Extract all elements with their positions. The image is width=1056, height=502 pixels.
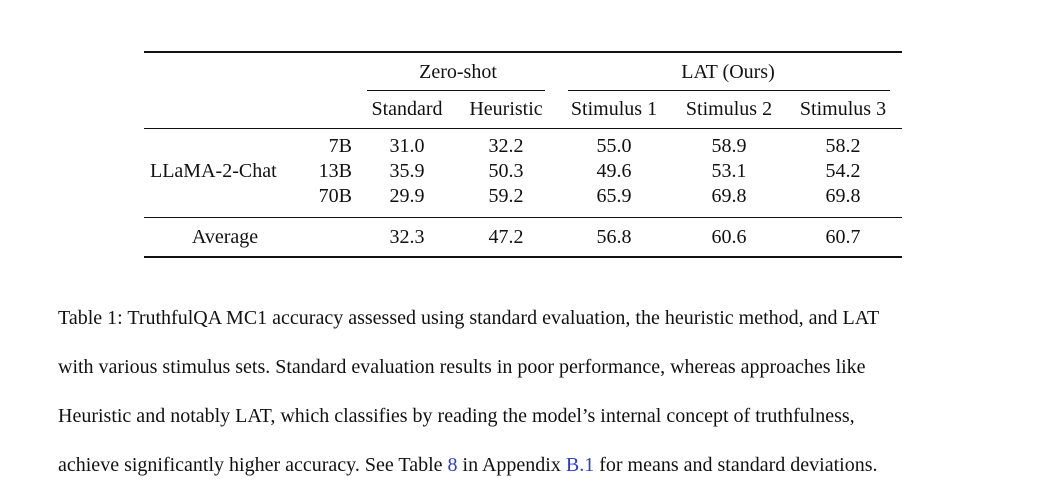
row-size-70b: 70B — [318, 185, 352, 207]
caption-line: Table 1: TruthfulQA MC1 accuracy assesse… — [58, 306, 880, 329]
table-cell: 69.8 — [711, 185, 747, 207]
lat-group-header: LAT (Ours) — [681, 61, 775, 83]
caption-line: with various stimulus sets. Standard eva… — [58, 355, 866, 378]
table-cell: 31.0 — [389, 135, 425, 157]
col-header-standard: Standard — [371, 98, 443, 120]
table-cell: 60.7 — [825, 226, 861, 248]
table-caption: Table 1: TruthfulQA MC1 accuracy assesse… — [58, 281, 1003, 502]
table-cell: 53.1 — [711, 160, 747, 182]
average-row-label: Average — [191, 226, 259, 248]
table-cell: 60.6 — [711, 226, 747, 248]
table-cell: 29.9 — [389, 185, 425, 207]
table-cell: 54.2 — [825, 160, 861, 182]
table-cell: 59.2 — [488, 185, 524, 207]
zero-shot-group-header: Zero-shot — [419, 61, 497, 83]
table-cell: 47.2 — [488, 226, 524, 248]
col-header-stimulus-3: Stimulus 3 — [799, 98, 887, 120]
header-rule — [144, 128, 902, 129]
table-cell: 69.8 — [825, 185, 861, 207]
table-cell: 50.3 — [488, 160, 524, 182]
col-header-heuristic: Heuristic — [469, 98, 543, 120]
table-bottom-rule — [144, 256, 902, 258]
model-name-label: LLaMA-2-Chat — [150, 160, 277, 182]
caption-text: achieve significantly higher accuracy. S… — [58, 453, 448, 476]
table-cell: 32.3 — [389, 226, 425, 248]
table-cell: 65.9 — [596, 185, 632, 207]
average-rule — [144, 217, 902, 218]
table-cell: 49.6 — [596, 160, 632, 182]
table-top-rule — [144, 51, 902, 53]
table-cell: 58.9 — [711, 135, 747, 157]
table-8-link[interactable]: 8 — [447, 453, 458, 476]
table-cell: 56.8 — [596, 226, 632, 248]
table-cell: 32.2 — [488, 135, 524, 157]
col-header-stimulus-2: Stimulus 2 — [685, 98, 773, 120]
table-cell: 35.9 — [389, 160, 425, 182]
row-size-7b: 7B — [328, 135, 352, 157]
lat-cmidrule — [568, 90, 890, 91]
caption-text: in Appendix — [457, 453, 566, 476]
row-size-13b: 13B — [318, 160, 352, 182]
appendix-b1-link[interactable]: B.1 — [565, 453, 595, 476]
caption-line: achieve significantly higher accuracy. S… — [58, 453, 1003, 478]
caption-line: Heuristic and notably LAT, which classif… — [58, 404, 855, 427]
col-header-stimulus-1: Stimulus 1 — [570, 98, 658, 120]
zero-shot-cmidrule — [367, 90, 545, 91]
caption-text: for means and standard deviations. — [594, 453, 878, 476]
table-cell: 58.2 — [825, 135, 861, 157]
table-cell: 55.0 — [596, 135, 632, 157]
